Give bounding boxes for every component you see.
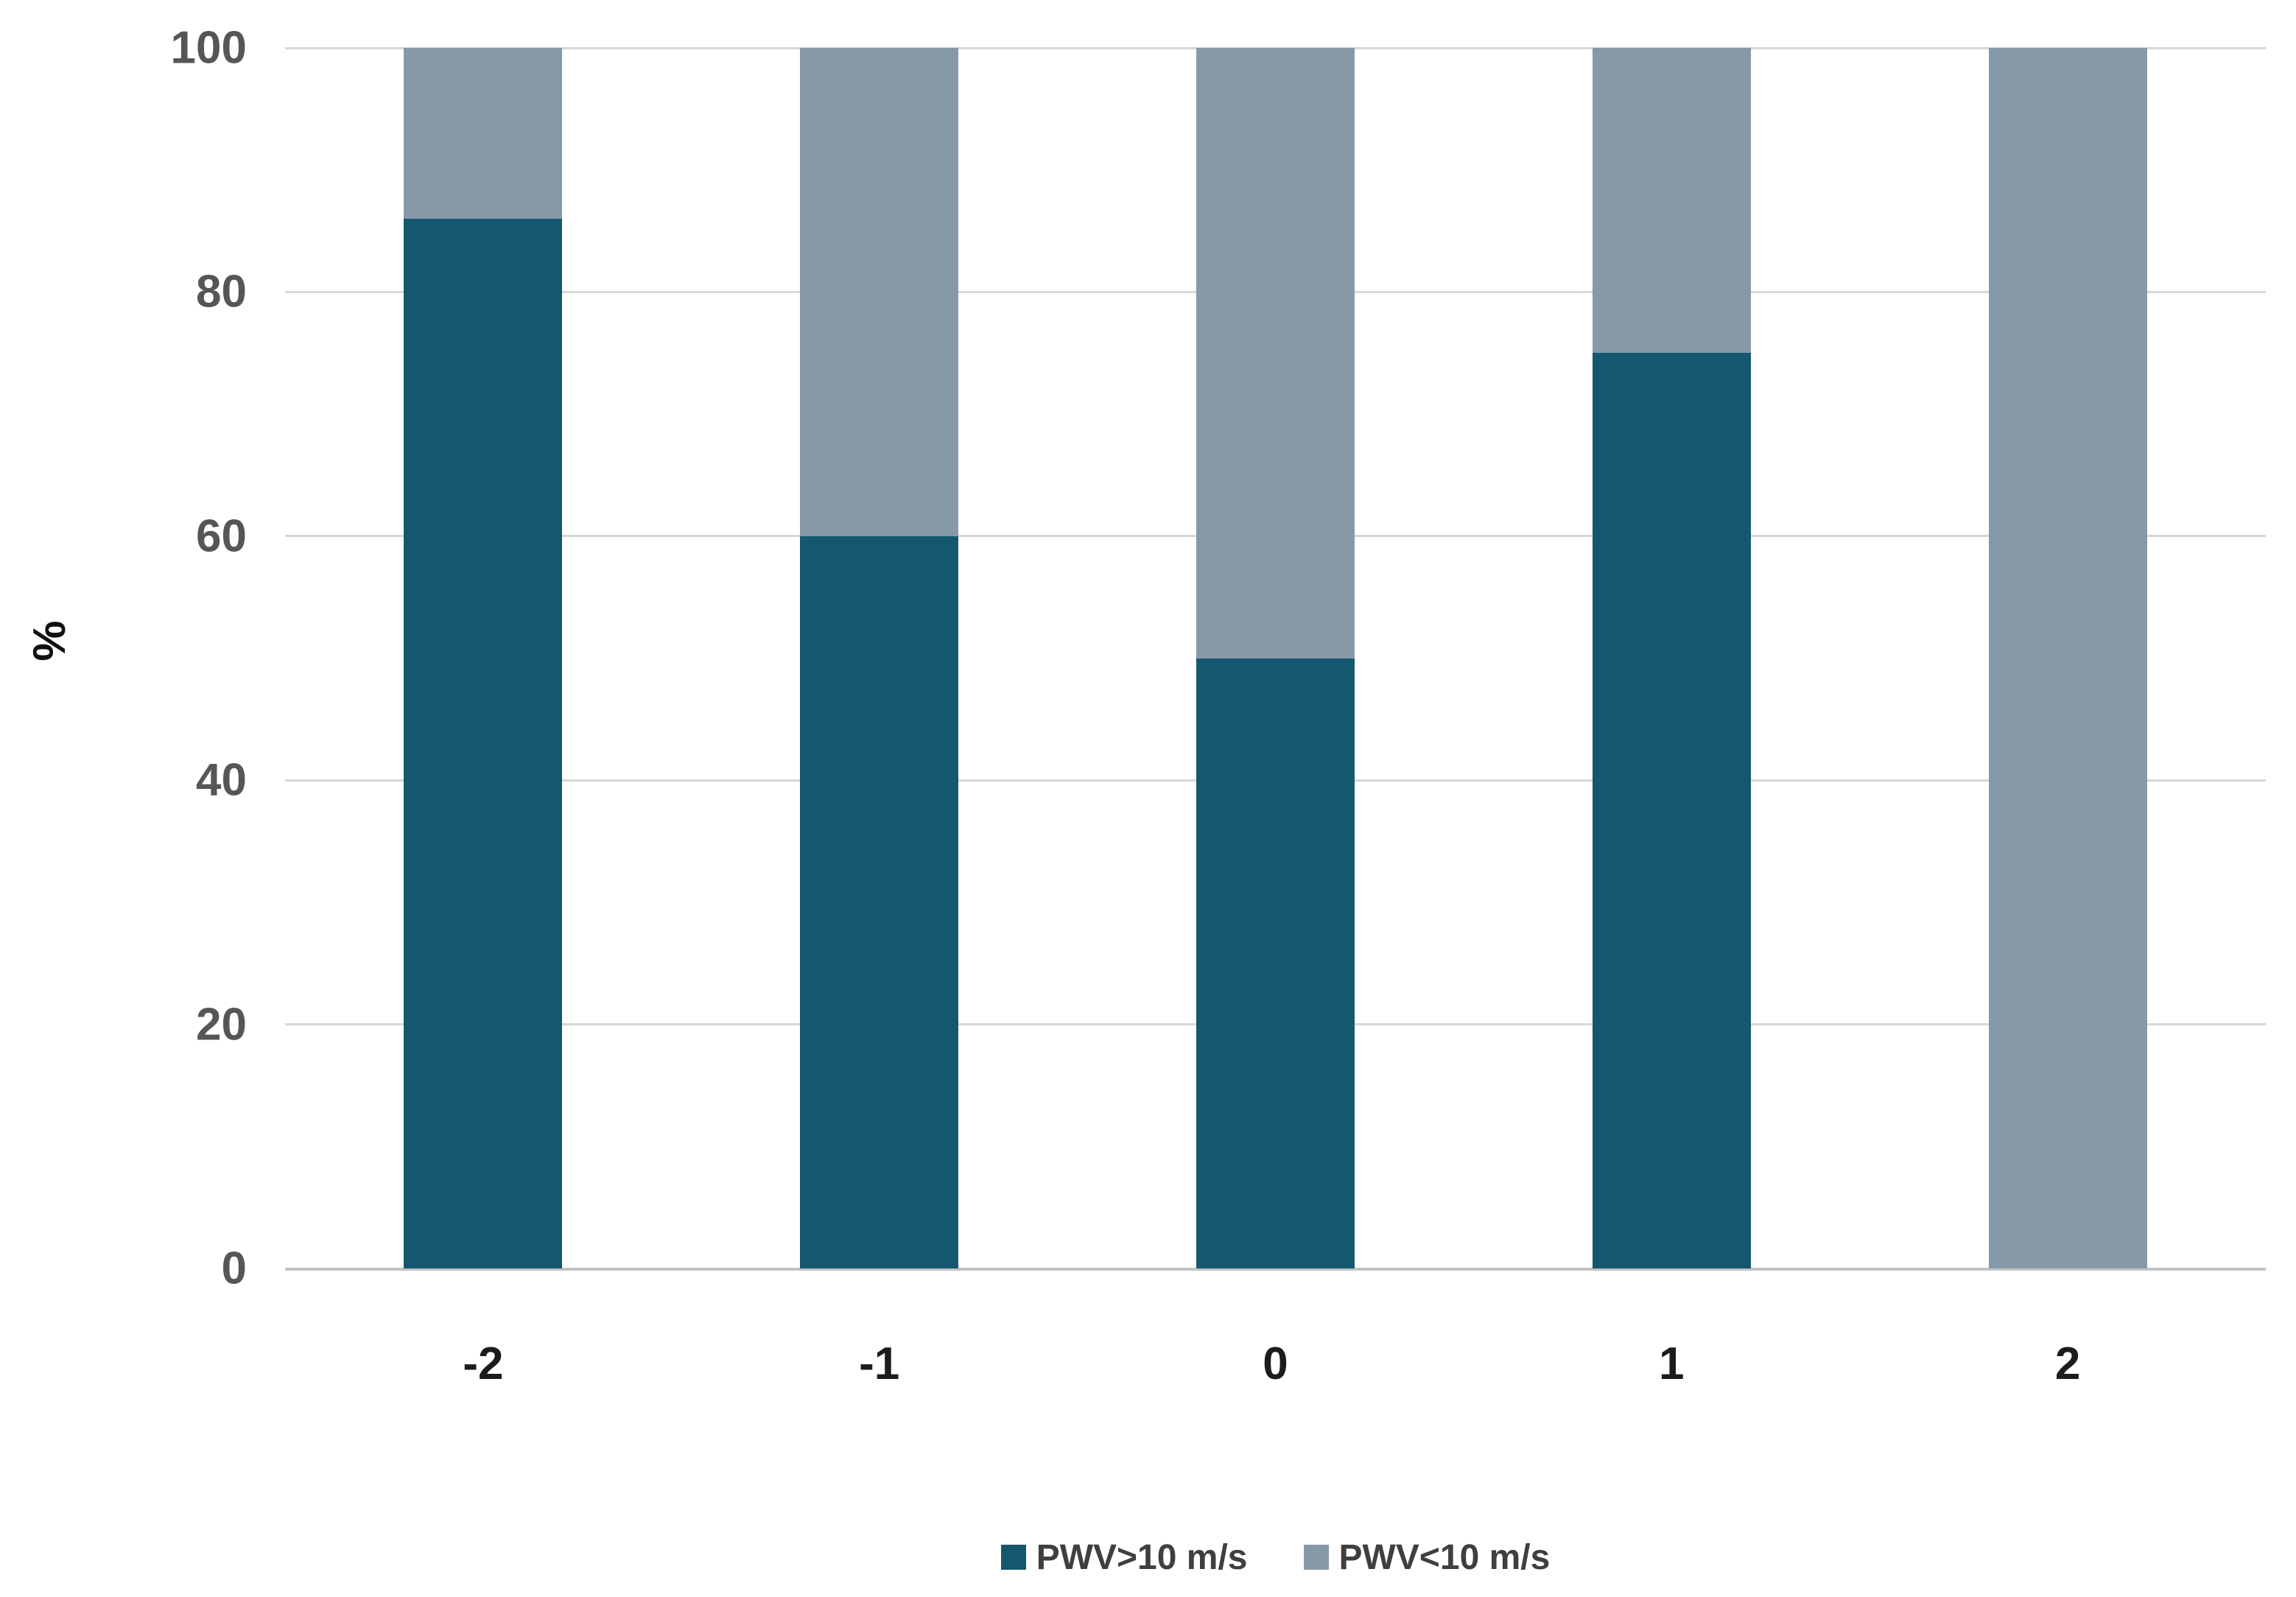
legend-label-1: PWV<10 m/s (1338, 1537, 1551, 1577)
bar-0-segment-0 (1196, 658, 1355, 1268)
legend-item-0: PWV>10 m/s (1000, 1537, 1248, 1578)
x-axis-tick-labels: -2 -1 0 1 2 (285, 1341, 2266, 1388)
bar--2-segment-0 (404, 218, 563, 1268)
x-tick-label-2: 2 (2054, 1338, 2081, 1389)
x-tick-label-1: 1 (1659, 1338, 1685, 1389)
legend-swatch-0 (1000, 1545, 1026, 1570)
bar-1-segment-0 (1592, 353, 1751, 1268)
bar--1-segment-1 (800, 48, 959, 536)
plot-area (285, 46, 2266, 1271)
y-tick-label-20: 20 (196, 999, 247, 1050)
legend: PWV>10 m/s PWV<10 m/s (285, 1537, 2266, 1578)
legend-swatch-1 (1303, 1545, 1329, 1570)
y-tick-label-100: 100 (170, 22, 247, 74)
y-tick-label-80: 80 (196, 266, 247, 317)
bar-0-segment-1 (1196, 48, 1355, 659)
bar--2-segment-1 (404, 48, 563, 219)
x-tick-label--1: -1 (859, 1338, 900, 1389)
bar--1-segment-0 (800, 536, 959, 1268)
y-tick-label-40: 40 (196, 754, 247, 806)
y-axis-tick-labels: 0 20 40 60 80 100 (0, 23, 247, 1294)
x-tick-label-0: 0 (1263, 1338, 1288, 1389)
legend-label-0: PWV>10 m/s (1036, 1537, 1248, 1577)
y-tick-label-0: 0 (221, 1243, 247, 1294)
gridline-0 (285, 1267, 2266, 1271)
x-tick-label--2: -2 (463, 1338, 504, 1389)
legend-item-1: PWV<10 m/s (1303, 1537, 1551, 1578)
bar-1-segment-1 (1592, 48, 1751, 354)
bar-2-segment-1 (1988, 48, 2147, 1268)
y-tick-label-60: 60 (196, 510, 247, 562)
